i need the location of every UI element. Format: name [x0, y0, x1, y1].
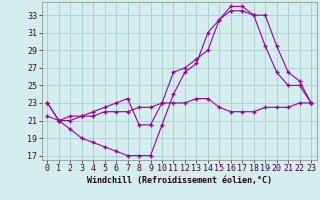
X-axis label: Windchill (Refroidissement éolien,°C): Windchill (Refroidissement éolien,°C)	[87, 176, 272, 185]
